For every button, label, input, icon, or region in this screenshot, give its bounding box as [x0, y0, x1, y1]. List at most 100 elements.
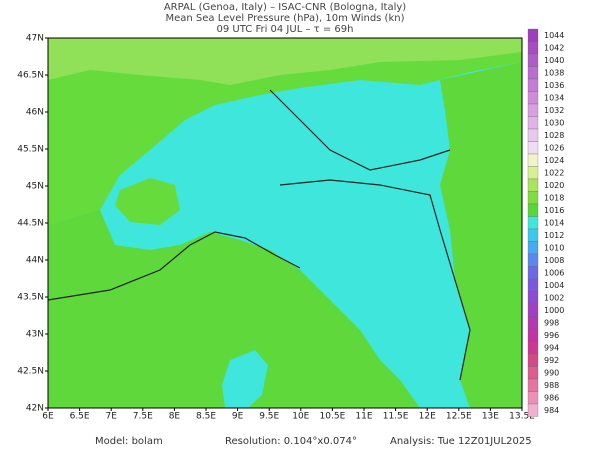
lat-label: 42.5N	[17, 367, 44, 377]
colorbar-band	[527, 53, 539, 67]
pressure-area	[48, 38, 522, 225]
colorbar-band	[527, 191, 539, 205]
colorbar-label: 1028	[544, 131, 564, 140]
colorbar-label: 986	[544, 393, 559, 402]
colorbar-band	[527, 366, 539, 380]
colorbar-band	[527, 178, 539, 192]
colorbar-band	[527, 241, 539, 255]
colorbar-label: 1022	[544, 168, 564, 177]
colorbar-label: 1026	[544, 143, 564, 152]
lon-label: 12E	[419, 412, 436, 422]
colorbar-band	[527, 78, 539, 92]
colorbar-label: 1032	[544, 106, 564, 115]
lon-label: 10E	[292, 412, 309, 422]
colorbar-band	[527, 253, 539, 267]
colorbar-band	[527, 216, 539, 230]
lon-label: 12.5E	[446, 412, 472, 422]
title-line: ARPAL (Genoa, Italy) – ISAC-CNR (Bologna…	[164, 2, 406, 13]
colorbar-label: 1002	[544, 293, 564, 302]
colorbar-label: 1042	[544, 43, 564, 52]
colorbar-band	[527, 303, 539, 317]
lat-label: 44N	[26, 256, 44, 266]
colorbar-label: 1020	[544, 181, 564, 190]
colorbar-label: 1016	[544, 206, 564, 215]
lat-label: 47N	[26, 34, 44, 44]
colorbar-label: 998	[544, 318, 559, 327]
lon-label: 9.5E	[259, 412, 279, 422]
colorbar-band	[527, 291, 539, 305]
lon-label: 6E	[42, 412, 54, 422]
colorbar-band	[527, 128, 539, 142]
colorbar-label: 1006	[544, 268, 564, 277]
lon-label: 7E	[105, 412, 117, 422]
colorbar-band	[527, 28, 539, 42]
axis-labels: 6E 6.5E 7E 7.5E 8E 8.5E 9E 9.5E 10E 10.5E 11E 11.5E…	[17, 34, 535, 422]
colorbar-label: 1010	[544, 243, 564, 252]
colorbar-band	[527, 328, 539, 342]
colorbar-band	[527, 116, 539, 130]
footer-model: Model: bolam	[95, 436, 163, 447]
colorbar: 1044 1042 1040 1038 1036 1034 1032 1030 1028 1026…	[527, 28, 564, 417]
footer-analysis: Analysis: Tue 12Z01JUL2025	[390, 436, 532, 447]
lat-label: 44.5N	[17, 219, 44, 229]
coastline	[47, 89, 471, 381]
colorbar-band	[527, 203, 539, 217]
colorbar-band	[527, 166, 539, 180]
lon-label: 7.5E	[133, 412, 153, 422]
colorbar-label: 1018	[544, 193, 564, 202]
colorbar-label: 992	[544, 356, 559, 365]
lon-label: 10.5E	[320, 412, 346, 422]
colorbar-band	[527, 91, 539, 105]
pressure-area	[115, 178, 180, 225]
colorbar-label: 1036	[544, 81, 564, 90]
colorbar-label: 990	[544, 368, 559, 377]
lon-label: 8E	[169, 412, 181, 422]
colorbar-label: 1014	[544, 218, 564, 227]
lat-label: 46.5N	[17, 71, 44, 81]
title-line: Mean Sea Level Pressure (hPa), 10m Winds…	[166, 13, 405, 24]
lon-label: 8.5E	[196, 412, 216, 422]
pressure-area	[48, 210, 420, 408]
colorbar-band	[527, 391, 539, 405]
colorbar-band	[527, 403, 539, 417]
map	[47, 37, 523, 409]
colorbar-band	[527, 153, 539, 167]
colorbar-band	[527, 278, 539, 292]
pressure-area	[48, 38, 522, 85]
lon-label: 11E	[355, 412, 372, 422]
lat-label: 45N	[26, 182, 44, 192]
colorbar-label: 1044	[544, 31, 564, 40]
colorbar-label: 1030	[544, 118, 564, 127]
colorbar-label: 1000	[544, 306, 564, 315]
title-line: 09 UTC Fri 04 JUL – τ = 69h	[217, 24, 354, 35]
colorbar-band	[527, 341, 539, 355]
colorbar-label: 988	[544, 381, 559, 390]
colorbar-band	[527, 228, 539, 242]
footer-resolution: Resolution: 0.104°x0.074°	[225, 436, 357, 447]
colorbar-label: 1004	[544, 281, 564, 290]
colorbar-label: 1008	[544, 256, 564, 265]
colorbar-band	[527, 41, 539, 55]
colorbar-band	[527, 103, 539, 117]
colorbar-band	[527, 316, 539, 330]
lat-label: 43N	[26, 330, 44, 340]
colorbar-label: 1034	[544, 93, 564, 102]
lon-label: 9E	[232, 412, 244, 422]
lat-label: 42N	[26, 404, 44, 414]
colorbar-band	[527, 378, 539, 392]
colorbar-label: 1012	[544, 231, 564, 240]
lat-label: 43.5N	[17, 293, 44, 303]
colorbar-band	[527, 141, 539, 155]
lon-label: 13E	[482, 412, 499, 422]
colorbar-band	[527, 353, 539, 367]
colorbar-label: 994	[544, 343, 559, 352]
pressure-area	[440, 62, 522, 408]
lon-label: 13.5E	[509, 412, 535, 422]
colorbar-label: 1038	[544, 68, 564, 77]
pressure-area	[222, 350, 268, 408]
colorbar-band	[527, 266, 539, 280]
lon-label: 6.5E	[70, 412, 90, 422]
colorbar-label: 984	[544, 406, 559, 415]
colorbar-label: 1024	[544, 156, 564, 165]
lat-label: 46N	[26, 108, 44, 118]
